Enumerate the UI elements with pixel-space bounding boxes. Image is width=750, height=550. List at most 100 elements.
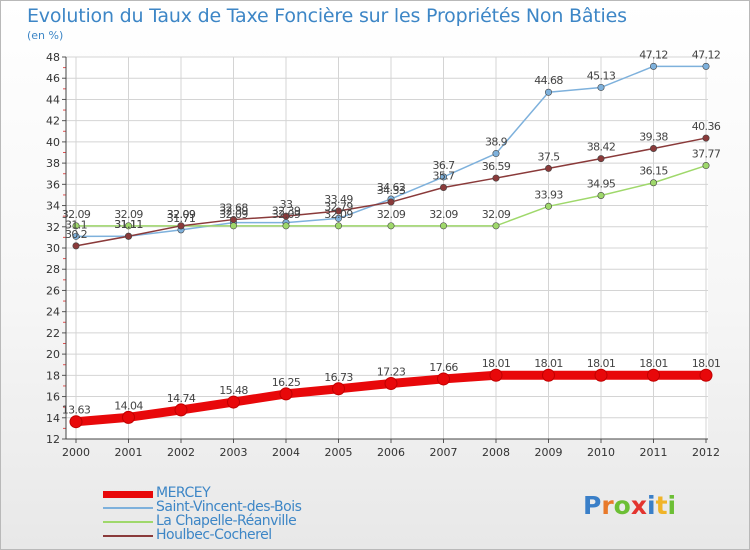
data-point [125,232,133,240]
y-tick-label: 34 [46,200,60,213]
data-label: 32.09 [324,208,353,221]
y-tick-label: 36 [46,178,60,191]
y-tick-label: 40 [46,136,60,149]
data-label: 32.09 [482,208,511,221]
data-point [649,144,657,152]
data-point [174,403,188,417]
logo-letter: i [647,491,656,520]
data-label: 18.01 [692,357,721,370]
logo-letter: o [613,491,631,520]
data-point [597,191,605,199]
y-tick-label: 12 [46,433,60,446]
data-label: 38.9 [485,136,508,149]
data-point [492,150,500,158]
data-point [597,155,605,163]
data-label: 38.42 [587,141,616,154]
data-label: 18.01 [639,357,668,370]
data-point [492,222,500,230]
x-tick-label: 2010 [587,446,615,459]
data-label: 32.09 [429,208,458,221]
data-label: 30.2 [65,228,87,241]
y-tick-label: 18 [46,369,60,382]
x-tick-label: 2009 [535,446,563,459]
y-tick-label: 32 [46,221,60,234]
logo-letter: P [583,491,602,520]
data-point [544,164,552,172]
data-point [122,410,135,424]
logo-letter: r [601,491,614,520]
data-point [177,222,185,230]
data-label: 34.95 [587,177,616,190]
data-label: 37.5 [537,150,560,163]
logo-letter: x [630,491,647,520]
x-tick-label: 2000 [62,446,90,459]
data-label: 16.73 [324,371,353,384]
data-point [230,222,238,230]
data-point [702,162,710,170]
y-tick-label: 16 [46,391,60,404]
data-label: 32.09 [114,208,143,221]
data-point [279,387,293,401]
x-tick-label: 2007 [430,446,458,459]
data-label: 35.7 [432,170,455,183]
data-label: 33.93 [534,188,563,201]
y-tick-label: 14 [46,412,60,425]
logo-letter: t [655,491,668,520]
data-point [594,368,608,382]
y-tick-label: 48 [46,51,60,64]
data-label: 47.12 [639,48,668,61]
legend-swatch [103,507,153,509]
data-label: 32.09 [62,208,91,221]
y-tick-label: 24 [46,306,60,319]
data-point [439,222,447,230]
data-point [649,62,657,70]
legend-swatch [103,535,153,537]
y-tick-label: 38 [46,157,60,170]
data-point [649,179,657,187]
data-label: 31.1 [65,218,87,231]
data-label: 14.04 [114,399,143,412]
data-point [282,212,290,220]
data-label: 32.09 [377,208,406,221]
data-label: 32.79 [324,200,353,213]
data-point [334,207,342,215]
data-point [702,134,710,142]
data-point [489,368,503,382]
data-label: 44.68 [534,74,563,87]
y-tick-label: 26 [46,284,60,297]
data-point [332,382,345,396]
data-point [334,214,342,222]
data-point [384,377,398,391]
data-point [544,88,552,96]
data-point [542,368,555,382]
proxiti-logo: Proxiti [583,491,676,520]
data-point [230,216,238,224]
chart-subtitle: (en %) [27,29,64,42]
data-point [702,62,710,70]
data-label: 32.09 [219,208,248,221]
data-label: 17.23 [377,366,406,379]
data-point [492,174,500,182]
legend-label: Houlbec-Cocherel [156,527,272,543]
x-tick-label: 2006 [377,446,405,459]
data-point [597,83,605,91]
data-label: 47.12 [692,48,721,61]
data-label: 31.11 [114,218,143,231]
data-label: 32.09 [167,208,196,221]
x-tick-label: 2005 [325,446,353,459]
x-tick-label: 2002 [167,446,195,459]
data-label: 36.15 [639,165,668,178]
data-label: 36.7 [432,159,455,172]
y-tick-label: 22 [46,327,60,340]
chart-title: Evolution du Taux de Taxe Foncière sur l… [27,5,627,27]
data-point [699,368,713,382]
data-label: 34.33 [377,184,406,197]
data-point [282,222,290,230]
legend-swatch [103,491,153,498]
data-point [334,222,342,230]
x-tick-label: 2008 [482,446,510,459]
y-tick-label: 28 [46,263,60,276]
data-label: 16.25 [272,376,301,389]
